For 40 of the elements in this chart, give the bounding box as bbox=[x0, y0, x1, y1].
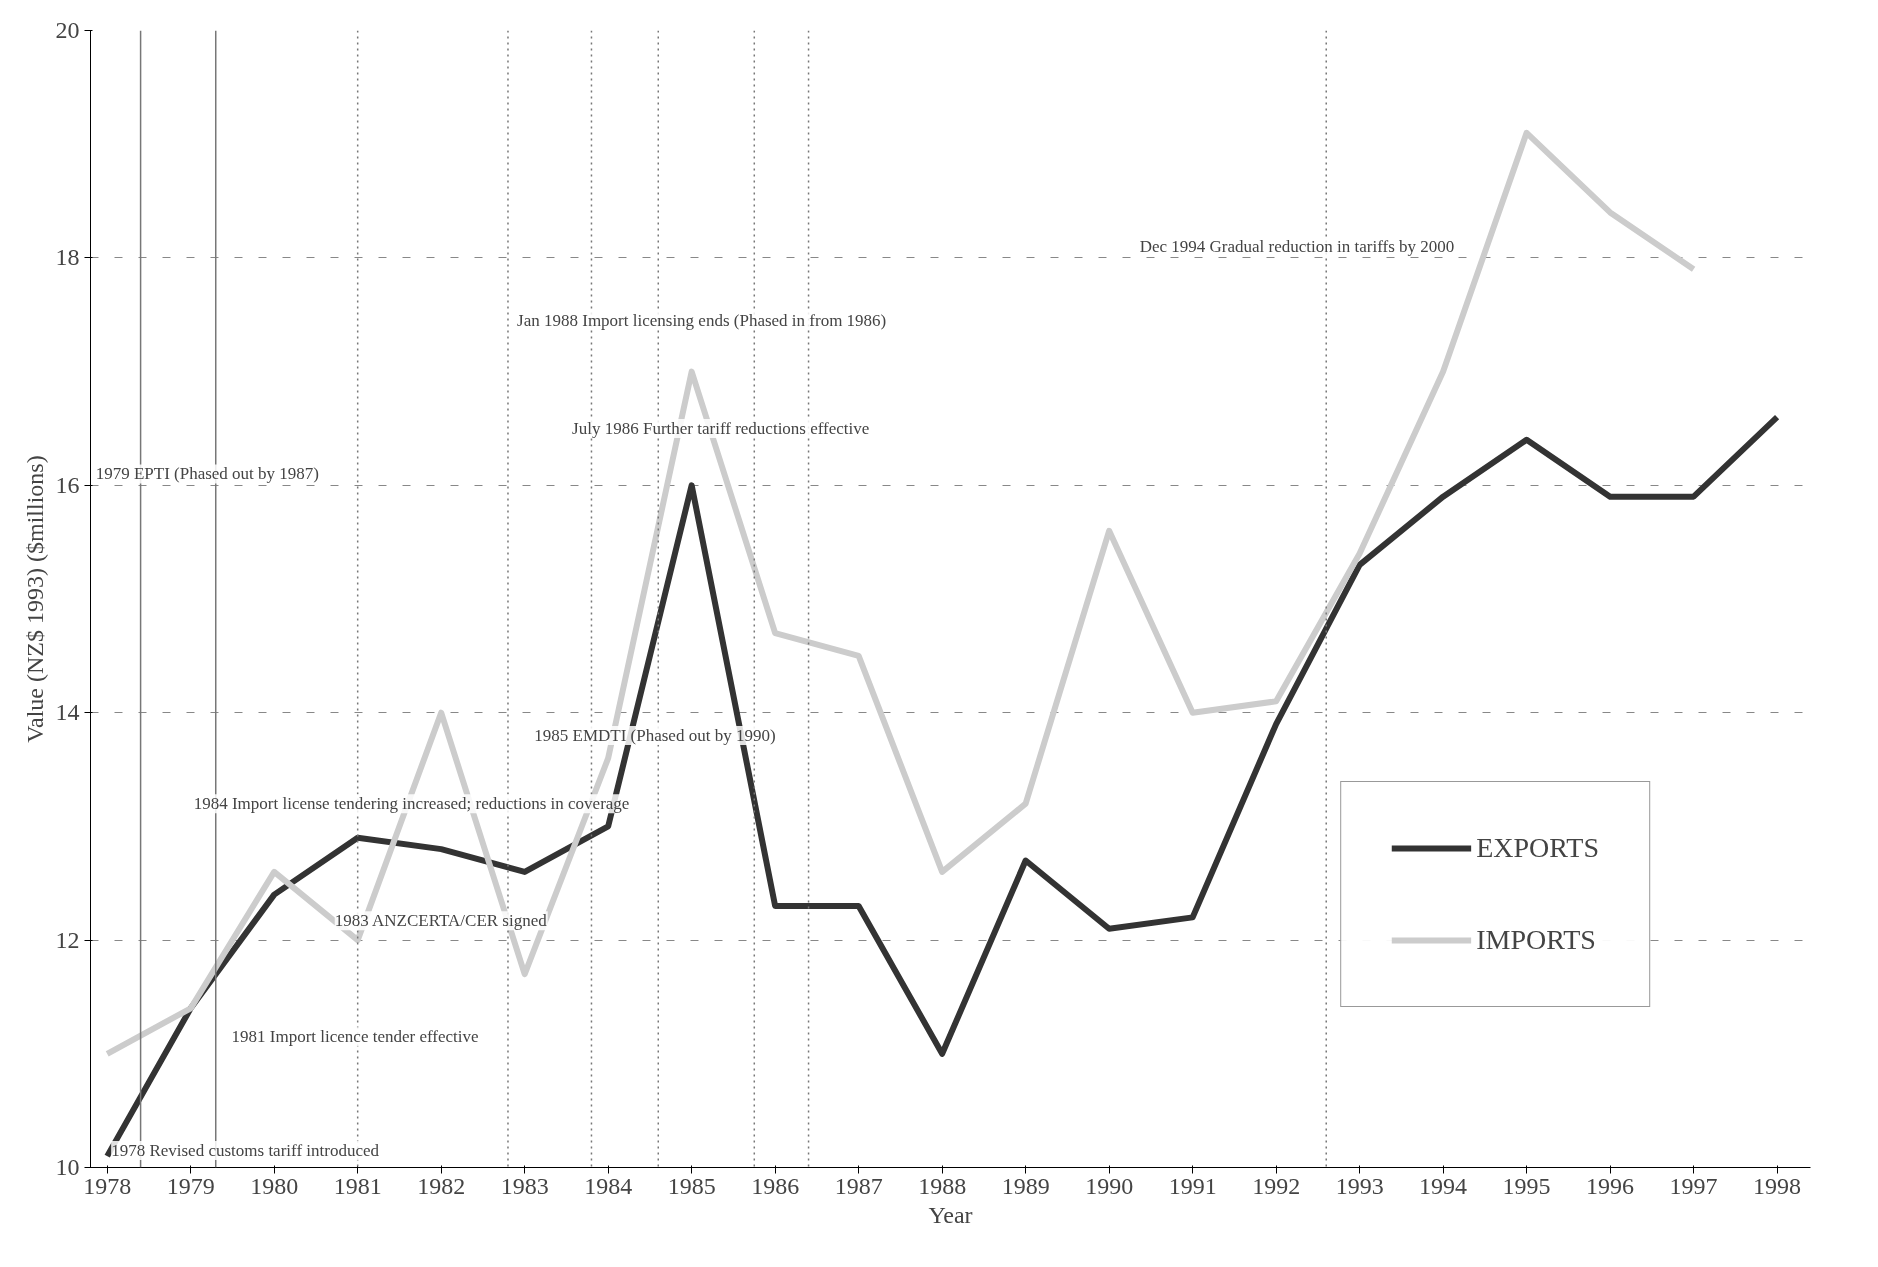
x-axis-title: Year bbox=[928, 1201, 973, 1228]
x-tick-label: 1991 bbox=[1168, 1172, 1217, 1199]
y-tick-label: 10 bbox=[55, 1154, 80, 1180]
y-tick-label: 20 bbox=[55, 17, 80, 43]
x-tick-label: 1996 bbox=[1586, 1172, 1635, 1199]
y-tick-label: 14 bbox=[55, 699, 80, 726]
annotation: July 1986 Further tariff reductions effective bbox=[572, 418, 870, 438]
legend-label: EXPORTS bbox=[1476, 832, 1599, 864]
x-tick-label: 1990 bbox=[1085, 1172, 1134, 1199]
x-tick-label: 1979 bbox=[166, 1172, 215, 1199]
x-tick-label: 1988 bbox=[918, 1172, 967, 1199]
x-tick-label: 1984 bbox=[584, 1172, 633, 1199]
x-tick-label: 1994 bbox=[1419, 1172, 1468, 1199]
y-tick-label: 12 bbox=[55, 926, 80, 953]
annotation: 1983 ANZCERTA/CER signed bbox=[334, 911, 548, 931]
x-tick-label: 1982 bbox=[417, 1172, 466, 1199]
y-tick-label: 16 bbox=[55, 471, 80, 498]
x-tick-label: 1986 bbox=[751, 1172, 800, 1199]
x-tick-label: 1998 bbox=[1753, 1172, 1802, 1199]
x-tick-label: 1997 bbox=[1669, 1172, 1718, 1199]
x-tick-label: 1978 bbox=[83, 1172, 132, 1199]
annotation: Jan 1988 Import licensing ends (Phased in from 1986) bbox=[517, 310, 887, 330]
x-tick-label: 1981 bbox=[333, 1172, 382, 1199]
annotation: Dec 1994 Gradual reduction in tariffs by 2000 bbox=[1139, 237, 1455, 257]
annotation: 1979 EPTI (Phased out by 1987) bbox=[95, 464, 319, 484]
x-tick-label: 1987 bbox=[834, 1172, 883, 1199]
x-tick-label: 1985 bbox=[667, 1172, 716, 1199]
x-tick-label: 1983 bbox=[500, 1172, 549, 1199]
y-axis-title: Value (NZ$ 1993) ($millions) bbox=[21, 455, 48, 743]
x-tick-label: 1980 bbox=[250, 1172, 299, 1199]
x-tick-label: 1995 bbox=[1502, 1172, 1551, 1199]
annotation: 1978 Revised customs tariff introduced bbox=[111, 1140, 380, 1160]
annotation: 1984 Import license tendering increased; reductions in coverage bbox=[193, 794, 630, 814]
x-tick-label: 1989 bbox=[1001, 1172, 1050, 1199]
x-tick-label: 1992 bbox=[1252, 1172, 1301, 1199]
annotation: 1981 Import licence tender effective bbox=[231, 1027, 479, 1047]
legend-label: IMPORTS bbox=[1476, 924, 1596, 956]
y-tick-label: 18 bbox=[55, 244, 80, 271]
annotation: 1985 EMDTI (Phased out by 1990) bbox=[534, 725, 776, 745]
x-tick-label: 1993 bbox=[1335, 1172, 1384, 1199]
